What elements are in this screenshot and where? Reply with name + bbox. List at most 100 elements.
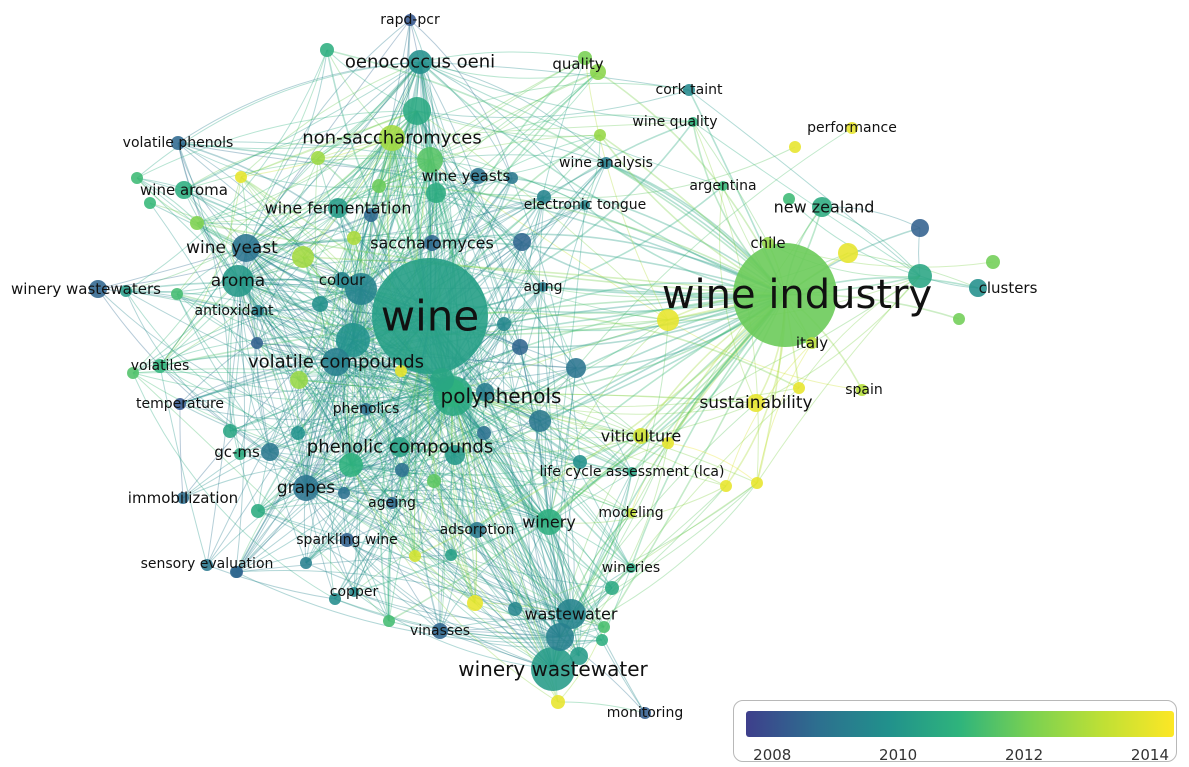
node-unlabeled[interactable]: [427, 474, 441, 488]
node-unlabeled[interactable]: [339, 453, 363, 477]
node-antioxidant[interactable]: [252, 305, 264, 317]
node-unlabeled[interactable]: [751, 477, 763, 489]
node-grapes[interactable]: [293, 475, 319, 501]
node-vinasses[interactable]: [432, 623, 448, 639]
node-unlabeled[interactable]: [190, 216, 204, 230]
node-unlabeled[interactable]: [251, 504, 265, 518]
node-clusters[interactable]: [969, 279, 987, 297]
node-volatile-phenols[interactable]: [171, 136, 185, 150]
node-unlabeled[interactable]: [120, 285, 132, 297]
node-wine-aroma[interactable]: [175, 181, 193, 199]
node-unlabeled[interactable]: [578, 51, 592, 65]
node-unlabeled[interactable]: [513, 233, 531, 251]
node-winery-wastewater[interactable]: [531, 647, 575, 691]
node-wineries[interactable]: [626, 563, 636, 573]
node-volatile-compounds[interactable]: [322, 348, 350, 376]
node-unlabeled[interactable]: [372, 179, 386, 193]
node-wine-quality[interactable]: [688, 117, 698, 127]
node-phenolics[interactable]: [360, 403, 372, 415]
node-wine-fermentation[interactable]: [328, 198, 348, 218]
node-phenolic-compounds[interactable]: [390, 437, 410, 457]
node-unlabeled[interactable]: [383, 615, 395, 627]
node-unlabeled[interactable]: [347, 231, 361, 245]
node-unlabeled[interactable]: [445, 549, 457, 561]
node-unlabeled[interactable]: [171, 288, 183, 300]
node-colour[interactable]: [334, 272, 350, 288]
node-chile[interactable]: [762, 237, 774, 249]
node-aroma[interactable]: [222, 265, 254, 297]
node-unlabeled[interactable]: [793, 382, 805, 394]
node-unlabeled[interactable]: [662, 437, 674, 449]
node-electronic-tongue[interactable]: [580, 200, 590, 210]
node-modeling[interactable]: [626, 508, 636, 518]
node-unlabeled[interactable]: [403, 97, 431, 125]
node-immobilization[interactable]: [177, 492, 189, 504]
node-temperature[interactable]: [174, 398, 186, 410]
node-saccharomyces[interactable]: [424, 235, 440, 251]
node-unlabeled[interactable]: [506, 172, 518, 184]
node-wastewater[interactable]: [556, 599, 586, 629]
node-viticulture[interactable]: [633, 428, 649, 444]
node-unlabeled[interactable]: [131, 172, 143, 184]
node-unlabeled[interactable]: [364, 208, 378, 222]
node-unlabeled[interactable]: [345, 273, 377, 305]
node-unlabeled[interactable]: [292, 246, 314, 268]
node-unlabeled[interactable]: [467, 595, 483, 611]
node-unlabeled[interactable]: [537, 190, 551, 204]
node-unlabeled[interactable]: [529, 410, 551, 432]
node-unlabeled[interactable]: [223, 424, 237, 438]
node-copper[interactable]: [349, 587, 359, 597]
node-unlabeled[interactable]: [291, 426, 305, 440]
node-unlabeled[interactable]: [329, 593, 341, 605]
node-oenococcus-oeni[interactable]: [408, 50, 432, 74]
node-life-cycle-assessment-lca-[interactable]: [627, 467, 637, 477]
node-non-saccharomyces[interactable]: [379, 125, 405, 151]
node-sparkling-wine[interactable]: [340, 533, 354, 547]
node-ageing[interactable]: [386, 497, 398, 509]
node-unlabeled[interactable]: [311, 151, 325, 165]
node-aging[interactable]: [538, 282, 548, 292]
node-spain[interactable]: [856, 384, 868, 396]
node-unlabeled[interactable]: [300, 557, 312, 569]
node-wine[interactable]: [372, 258, 488, 374]
node-unlabeled[interactable]: [551, 695, 565, 709]
node-unlabeled[interactable]: [426, 183, 446, 203]
node-unlabeled[interactable]: [230, 566, 242, 578]
node-unlabeled[interactable]: [508, 602, 522, 616]
node-unlabeled[interactable]: [512, 339, 528, 355]
node-unlabeled[interactable]: [235, 171, 247, 183]
node-unlabeled[interactable]: [838, 243, 858, 263]
node-unlabeled[interactable]: [395, 365, 407, 377]
node-unlabeled[interactable]: [234, 448, 246, 460]
node-unlabeled[interactable]: [476, 383, 494, 401]
node-cork-taint[interactable]: [683, 84, 695, 96]
node-unlabeled[interactable]: [570, 647, 588, 665]
node-unlabeled[interactable]: [417, 147, 443, 173]
node-unlabeled[interactable]: [338, 487, 350, 499]
node-unlabeled[interactable]: [395, 463, 409, 477]
node-unlabeled[interactable]: [789, 141, 801, 153]
node-wine-industry[interactable]: [733, 243, 837, 347]
node-unlabeled[interactable]: [911, 219, 929, 237]
node-wine-yeasts[interactable]: [470, 168, 486, 184]
node-performance[interactable]: [846, 122, 858, 134]
node-wine-yeast[interactable]: [232, 234, 260, 262]
node-unlabeled[interactable]: [657, 309, 679, 331]
node-unlabeled[interactable]: [312, 296, 328, 312]
node-unlabeled[interactable]: [409, 550, 421, 562]
node-unlabeled[interactable]: [598, 621, 610, 633]
node-unlabeled[interactable]: [908, 264, 932, 288]
node-unlabeled[interactable]: [336, 323, 370, 357]
node-wine-analysis[interactable]: [600, 157, 612, 169]
node-unlabeled[interactable]: [783, 193, 795, 205]
node-monitoring[interactable]: [639, 707, 651, 719]
node-adsorption[interactable]: [469, 522, 485, 538]
node-unlabeled[interactable]: [594, 129, 606, 141]
node-unlabeled[interactable]: [251, 337, 263, 349]
node-quality[interactable]: [590, 64, 606, 80]
node-unlabeled[interactable]: [497, 317, 511, 331]
node-winery[interactable]: [536, 509, 562, 535]
node-unlabeled[interactable]: [986, 255, 1000, 269]
node-italy[interactable]: [806, 337, 818, 349]
node-argentina[interactable]: [718, 181, 728, 191]
